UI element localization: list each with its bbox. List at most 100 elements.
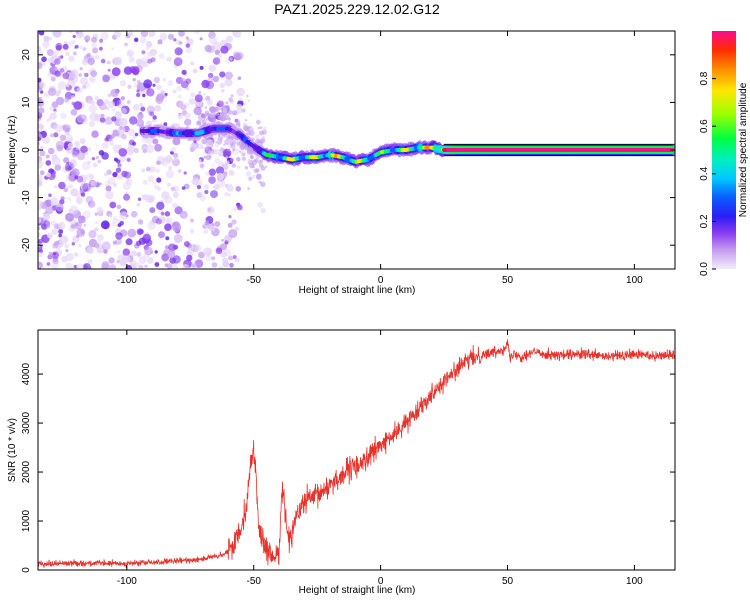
noise-speckle (106, 169, 112, 175)
noise-speckle (52, 242, 59, 249)
noise-speckle (129, 116, 138, 125)
noise-speckle (199, 163, 205, 168)
noise-speckle (229, 57, 233, 61)
noise-speckle (207, 45, 215, 53)
noise-speckle (98, 102, 107, 111)
noise-speckle (38, 99, 45, 107)
noise-speckle (208, 168, 216, 176)
noise-speckle (124, 42, 128, 47)
noise-speckle (172, 191, 179, 199)
noise-speckle (249, 154, 254, 159)
noise-speckle (89, 112, 99, 122)
noise-speckle (181, 69, 187, 75)
noise-speckle (140, 31, 149, 38)
noise-speckle (220, 174, 224, 177)
colorbar-tick-label: 0.4 (699, 166, 710, 180)
noise-speckle (89, 174, 95, 179)
noise-speckle (84, 151, 89, 156)
noise-speckle (205, 117, 209, 121)
noise-speckle (49, 112, 57, 120)
snr-ytick-label: 3000 (21, 412, 32, 435)
noise-speckle (184, 118, 192, 126)
noise-speckle (92, 162, 98, 168)
noise-speckle (238, 122, 241, 126)
noise-speckle (145, 144, 155, 154)
noise-speckle (139, 36, 147, 44)
spectrogram-xtick-label: 50 (502, 275, 514, 286)
noise-speckle (172, 223, 182, 233)
noise-speckle (71, 151, 79, 158)
noise-speckle (228, 169, 235, 176)
noise-speckle (53, 184, 58, 189)
noise-speckle (137, 219, 144, 225)
noise-speckle (43, 35, 50, 43)
noise-speckle (142, 149, 147, 154)
noise-speckle (157, 216, 166, 225)
noise-speckle (38, 136, 42, 142)
noise-speckle (205, 251, 211, 257)
noise-speckle (74, 252, 79, 257)
noise-speckle (112, 240, 117, 245)
noise-speckle (39, 170, 45, 176)
noise-speckle (147, 221, 156, 231)
noise-speckle (38, 216, 42, 224)
noise-speckle (109, 201, 117, 209)
noise-speckle (82, 84, 87, 89)
noise-speckle (58, 181, 66, 190)
noise-speckle (103, 249, 108, 254)
noise-speckle (165, 236, 170, 241)
noise-speckle (113, 31, 122, 38)
spectrogram-xtick-label: -100 (117, 275, 137, 286)
noise-speckle (136, 92, 141, 98)
noise-speckle (228, 229, 238, 238)
noise-speckle (38, 181, 42, 187)
noise-speckle (255, 119, 261, 125)
noise-speckle (224, 71, 233, 80)
noise-speckle (241, 156, 246, 161)
noise-speckle (248, 176, 253, 181)
noise-speckle (214, 143, 219, 148)
noise-speckle (164, 195, 173, 204)
noise-speckle (201, 138, 208, 145)
noise-speckle (185, 78, 192, 84)
noise-speckle (131, 66, 140, 75)
noise-speckle (62, 124, 71, 133)
noise-speckle (167, 250, 176, 259)
noise-speckle (194, 244, 202, 252)
noise-speckle (193, 178, 203, 188)
noise-speckle (207, 99, 213, 106)
noise-speckle (243, 103, 246, 106)
noise-speckle (81, 161, 91, 171)
noise-speckle (230, 94, 234, 98)
noise-speckle (236, 204, 243, 211)
noise-speckle (221, 238, 225, 242)
noise-speckle (50, 197, 59, 206)
noise-speckle (213, 112, 217, 115)
noise-speckle (38, 112, 43, 119)
noise-speckle (178, 31, 185, 37)
noise-speckle (63, 157, 70, 164)
noise-speckle (189, 143, 198, 152)
noise-speckle (56, 144, 63, 152)
noise-speckle (236, 156, 241, 162)
noise-speckle (205, 80, 214, 90)
noise-speckle (246, 94, 249, 98)
noise-speckle (90, 180, 98, 187)
noise-speckle (125, 146, 135, 156)
noise-speckle (91, 36, 98, 43)
noise-speckle (78, 73, 82, 77)
noise-speckle (91, 157, 96, 161)
noise-speckle (96, 207, 104, 214)
noise-speckle (185, 87, 190, 91)
noise-speckle (172, 158, 180, 167)
noise-speckle (55, 203, 64, 212)
noise-speckle (130, 210, 138, 218)
snr-series-line (38, 339, 675, 569)
noise-speckle (80, 192, 86, 197)
noise-speckle (154, 184, 159, 190)
noise-speckle (115, 167, 122, 173)
noise-speckle (138, 264, 144, 269)
noise-speckle (39, 82, 46, 88)
noise-speckle (55, 67, 59, 71)
